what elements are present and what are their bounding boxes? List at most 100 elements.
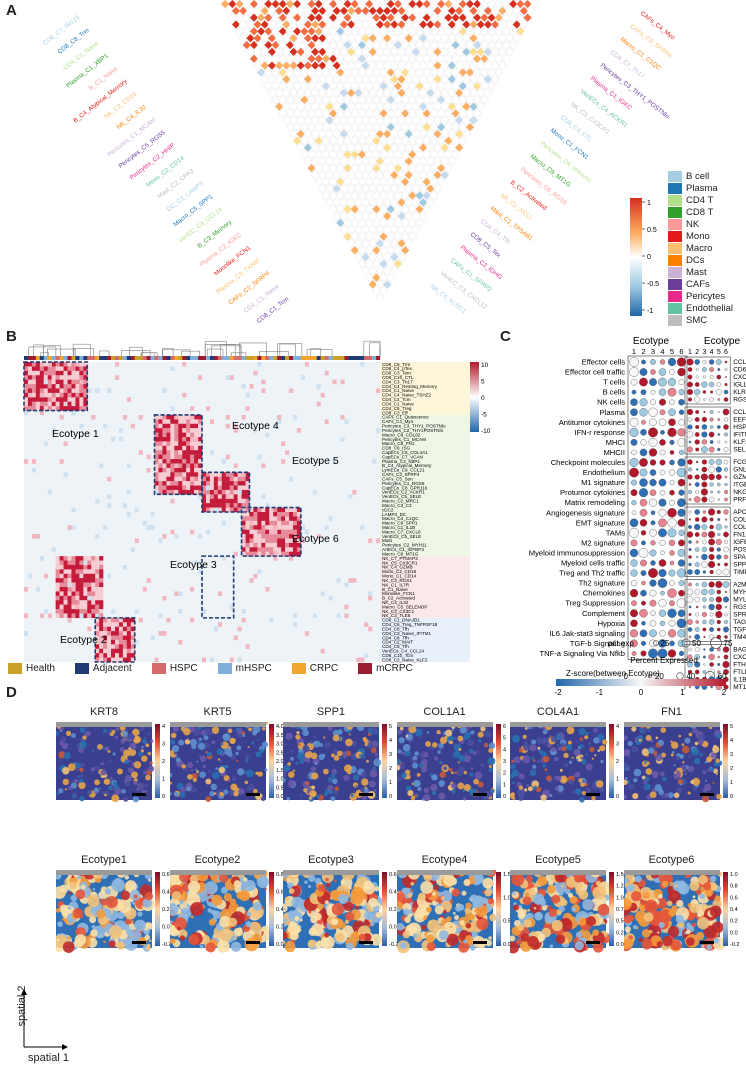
map-spot [283,777,286,783]
heatmap-cell [43,379,48,385]
map-colorbar-tick: 2 [616,759,619,765]
heatmap-cell [43,388,48,394]
heatmap-cell [292,534,298,539]
heatmap-row-label: CD8_C3_Tem [382,371,411,376]
correlation-cell [371,149,381,160]
correlation-cell [260,74,270,84]
correlation-cell [508,13,518,23]
map-spot [343,901,354,912]
correlation-cell [512,6,522,16]
correlation-cell [404,170,414,180]
heatmap-cell [63,397,68,402]
annotation-cell [300,356,306,360]
correlation-cell [296,61,306,71]
heatmap-cell [95,388,100,394]
correlation-cell [364,40,374,50]
map-spot [69,747,72,750]
heatmap-cell [182,476,187,482]
map-spot [411,795,415,799]
heatmap-cell [166,467,171,473]
heatmap-cell [186,432,191,438]
correlation-cell [397,88,407,98]
gene-dot [709,524,714,530]
colorbar-tick-label: 0 [481,395,485,402]
correlation-cell [263,40,273,50]
heatmap-cell [202,476,207,482]
gene-dot [716,589,722,595]
gene-dot [694,669,700,675]
correlation-cell [519,19,529,30]
gene-dot [701,424,708,430]
map-spot [511,781,515,785]
map-spot [475,880,479,884]
heatmap-cell [71,560,76,566]
correlation-cell [418,88,428,98]
heatmap-cell [281,459,286,464]
gene-dot [723,389,729,395]
pathway-dot [640,650,647,657]
heatmap-cell [229,657,234,663]
correlation-cell [454,102,464,112]
heatmap-cell [170,406,175,411]
map-spot [340,757,343,760]
heatmap-cell [59,401,64,407]
heatmap-cell [158,481,163,486]
correlation-cell [361,143,371,153]
heatmap-cell [118,617,124,623]
heatmap-cell [233,485,238,491]
gene-dotplot: 123456CCL4CD69CXCR4IGLL5KLRB1RGS1CCL14EE… [684,349,746,690]
map-spot [353,931,359,937]
map-spot [479,763,484,768]
heatmap-row-label: VenECs_C5_SELE [382,534,421,539]
heatmap-cell [146,525,151,530]
map-spot [245,911,251,917]
heatmap-cell [51,397,56,402]
map-spot [588,742,591,745]
map-spot [197,742,205,750]
correlation-cell [346,61,356,71]
heatmap-cell [79,397,84,402]
map-spot [479,726,486,732]
correlation-cell [335,190,345,201]
heatmap-cell [261,525,266,530]
map-colorbar-tick: 3 [162,742,165,748]
heatmap-cell [111,644,116,649]
map-spot [330,773,336,779]
map-spot [539,906,543,911]
correlation-cell [400,218,410,228]
pathway-label: NK cells [597,398,625,407]
heatmap-cell [269,507,274,513]
pathway-dot [677,518,686,527]
heatmap-cell [269,525,274,530]
heatmap-cell [221,481,226,486]
correlation-cell [371,13,381,23]
correlation-cell [364,0,374,9]
gene-dot [724,612,728,617]
correlation-cell [404,143,414,153]
heatmap-cell [277,542,282,548]
correlation-cell [253,33,263,43]
correlation-cell [335,95,345,105]
correlation-cell [422,163,432,173]
map-spot [77,775,80,778]
spatial-map-title: COL1A1 [423,706,466,718]
heatmap-cell [217,507,222,513]
map-spot [208,790,215,797]
heatmap-cell [198,459,203,464]
map-spot [579,737,584,742]
heatmap-cell [118,657,124,663]
heatmap-row-label: CD4_C4_Naive_TSHZ2 [382,393,431,398]
heatmap-cell [174,441,179,447]
map-spot [206,751,212,757]
map-spot [324,900,329,905]
map-colorbar [268,872,274,946]
pathway-dot [677,549,686,557]
heatmap-cell [71,379,76,385]
map-spot [327,777,332,782]
map-spot [260,796,265,802]
correlation-cell [361,102,371,112]
correlation-cell [364,245,374,255]
heatmap-cell [241,617,246,623]
correlation-cell [368,19,378,30]
correlation-cell [235,26,245,36]
